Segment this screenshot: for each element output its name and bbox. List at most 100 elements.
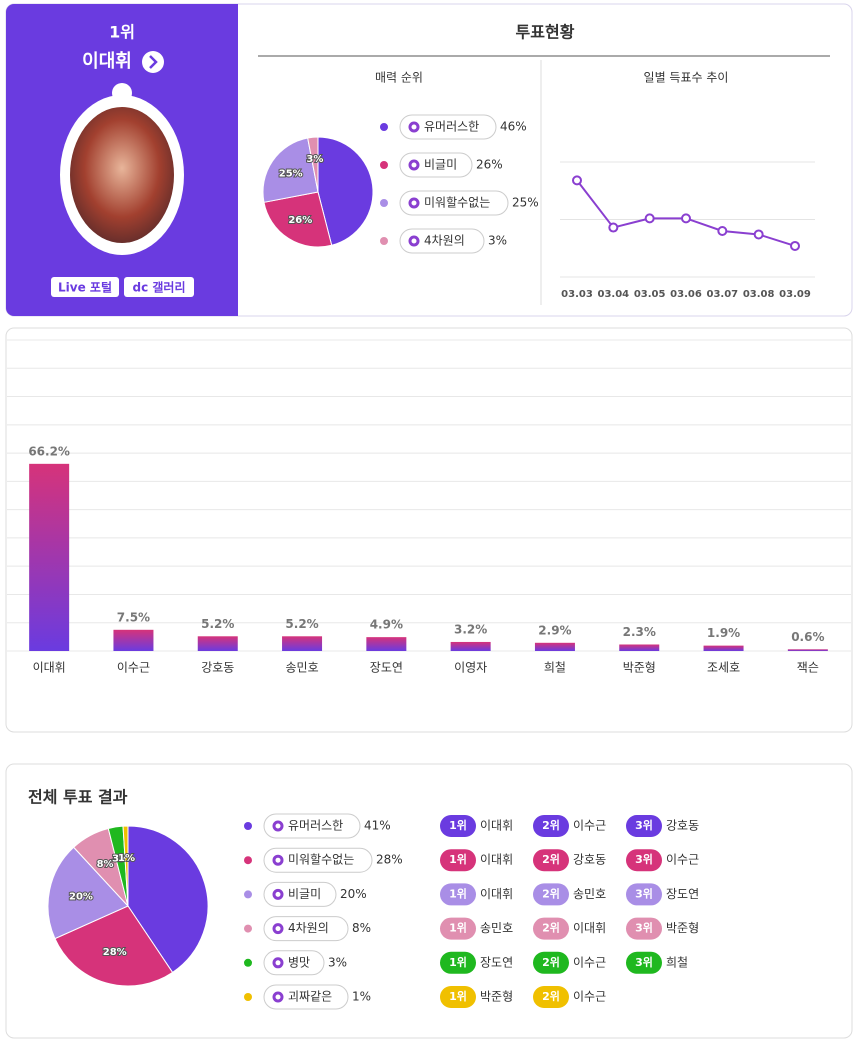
legend-pill[interactable]	[399, 228, 485, 254]
legend-label: 괴짜같은	[288, 990, 332, 1004]
bar	[703, 645, 744, 651]
x-tick-label: 03.05	[634, 289, 666, 300]
point	[572, 175, 582, 186]
legend-value: 26%	[476, 158, 503, 172]
link-button[interactable]	[51, 277, 119, 297]
mirror-top	[112, 83, 132, 103]
value-label: 1.9%	[707, 626, 740, 640]
legend-label: 4차원의	[424, 234, 465, 248]
point	[753, 229, 764, 240]
legend-pill[interactable]	[399, 152, 473, 178]
x-tick-label: 03.09	[779, 289, 811, 300]
rank-label: 2위	[542, 990, 560, 1003]
rank-label: 1위	[449, 990, 467, 1003]
rank-name: 이수근	[573, 990, 606, 1004]
legend-icon	[408, 159, 420, 171]
pie-slice	[263, 191, 333, 248]
x-tick-label: 03.06	[670, 289, 702, 300]
legend-icon	[408, 197, 420, 209]
chart-title: 매력 순위	[375, 71, 423, 85]
rank-label: 1위	[449, 819, 467, 832]
legend-icon	[272, 991, 284, 1003]
legend-icon	[272, 854, 284, 866]
legend-pill[interactable]	[399, 190, 509, 216]
rank-name: 이대휘	[480, 819, 513, 833]
value-label: 2.3%	[623, 625, 656, 639]
point	[717, 226, 728, 236]
legend-value: 20%	[340, 887, 367, 901]
value-label: 66.2%	[28, 444, 70, 458]
value-label: 5.2%	[201, 617, 234, 631]
rank-badge	[626, 917, 662, 940]
x-tick-label: 03.08	[743, 289, 775, 300]
bar	[787, 649, 828, 651]
point	[790, 240, 800, 251]
value-label: 3.2%	[454, 622, 487, 636]
rank-label: 3위	[635, 853, 653, 866]
legend-label: 유머러스한	[424, 120, 479, 134]
x-tick-label: 03.07	[707, 289, 739, 300]
bar	[29, 463, 70, 651]
arrow-button[interactable]	[142, 51, 164, 73]
legend-label: 4차원의	[288, 921, 329, 935]
rank-name: 이대휘	[573, 921, 606, 935]
rank-badge	[440, 883, 476, 906]
arrow-icon	[149, 55, 158, 69]
rank-badge	[440, 917, 476, 940]
legend-value: 3%	[328, 955, 347, 969]
legend-pill[interactable]	[263, 984, 349, 1010]
rank-name: 강호동	[573, 853, 606, 867]
x-tick-label: 이대휘	[33, 661, 66, 675]
rank-badge	[440, 951, 476, 974]
rank-badge	[440, 815, 476, 837]
x-tick-label: 박준형	[623, 661, 656, 675]
rank-label: 1위	[449, 887, 467, 900]
rank-badge	[533, 986, 569, 1008]
rank-badge	[626, 815, 662, 837]
legend-icon	[408, 121, 420, 133]
legend-pill[interactable]	[263, 916, 349, 942]
legend-dot	[244, 822, 252, 830]
rank-name: 장도연	[666, 887, 699, 901]
legend-value: 8%	[352, 921, 371, 935]
chart-title: 전체 투표 결과	[28, 788, 128, 807]
rank-badge	[533, 815, 569, 837]
slice-label: 20%	[69, 891, 93, 902]
section-title: 투표현황	[516, 23, 575, 42]
pie-slice	[122, 825, 129, 907]
legend-pill[interactable]	[263, 881, 337, 907]
bar	[113, 629, 154, 651]
legend-dot	[380, 161, 388, 169]
point	[608, 222, 619, 233]
legend-dot	[244, 924, 252, 933]
legend-value: 3%	[488, 234, 507, 248]
rank-name: 강호동	[666, 819, 699, 833]
pie-slice	[307, 136, 319, 193]
chart-title: 일별 득표수 추이	[644, 71, 729, 85]
legend-pill[interactable]	[263, 813, 361, 839]
rank-name: 이수근	[573, 955, 606, 969]
bar	[450, 641, 491, 651]
value-label: 0.6%	[791, 630, 824, 644]
x-tick-label: 03.04	[598, 289, 630, 300]
legend-pill[interactable]	[263, 847, 373, 873]
legend-value: 41%	[364, 819, 391, 833]
legend-pill[interactable]	[263, 950, 325, 976]
legend-value: 28%	[376, 853, 403, 867]
legend-icon	[272, 888, 284, 900]
link-label: dc 갤러리	[132, 280, 185, 295]
legend-dot	[380, 123, 388, 131]
value-label: 2.9%	[538, 623, 571, 637]
legend-pill[interactable]	[399, 114, 497, 140]
link-button[interactable]	[124, 277, 194, 297]
legend-value: 1%	[352, 990, 371, 1004]
legend-label: 비글미	[288, 887, 321, 901]
bar	[366, 637, 407, 651]
value-label: 5.2%	[285, 617, 318, 631]
rank-badge	[440, 849, 476, 872]
point	[644, 213, 655, 224]
rank-badge	[533, 849, 569, 872]
rank-label: 2위	[542, 887, 560, 900]
